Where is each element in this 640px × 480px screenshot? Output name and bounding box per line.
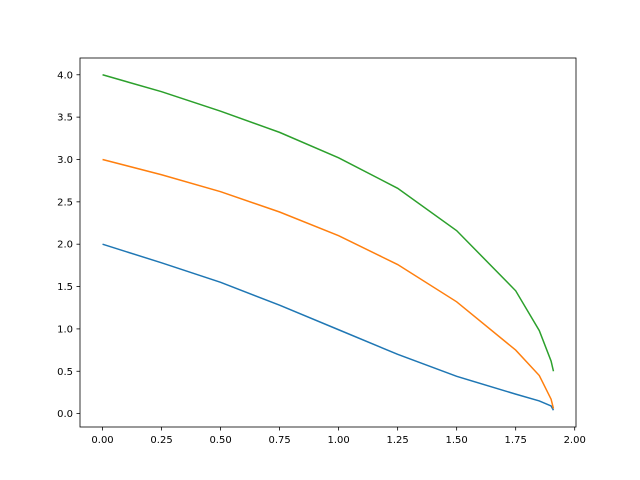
y-tick-label: 1.0 [57,324,73,335]
x-tick-label: 0.00 [91,435,113,446]
x-tick-label: 0.50 [209,435,231,446]
x-tick-label: 2.00 [564,435,586,446]
y-tick-label: 2.5 [57,197,73,208]
y-tick-label: 2.0 [57,240,73,251]
y-tick-label: 4.0 [57,70,73,81]
x-tick-label: 1.50 [446,435,468,446]
line-series [102,243,555,411]
plot-frame [79,57,577,428]
x-tick-label: 0.25 [150,435,172,446]
x-tick-label: 1.75 [505,435,527,446]
line-series [102,158,555,409]
x-tick-label: 0.75 [268,435,290,446]
line-series [102,74,555,372]
y-tick-label: 3.5 [57,113,73,124]
y-tick-label: 0.0 [57,409,73,420]
x-tick-label: 1.25 [387,435,409,446]
x-tick-label: 1.00 [327,435,349,446]
y-tick-label: 1.5 [57,282,73,293]
y-tick-label: 0.5 [57,367,73,378]
y-tick-label: 3.0 [57,155,73,166]
